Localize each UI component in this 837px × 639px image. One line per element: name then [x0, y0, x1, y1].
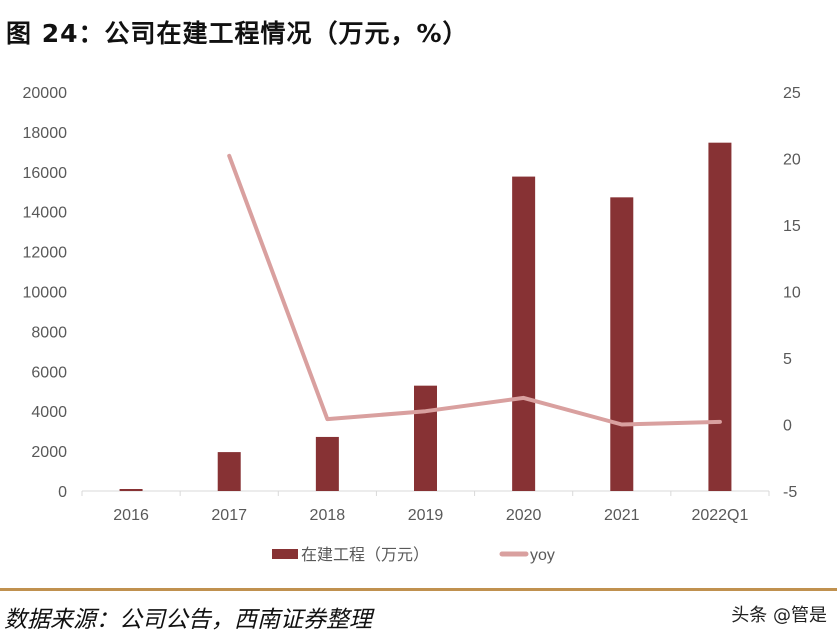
right-tick-label: 5 — [783, 351, 792, 368]
bar-2022Q1 — [708, 142, 732, 491]
right-tick-label: 15 — [783, 218, 801, 235]
legend-label-bar: 在建工程（万元） — [301, 546, 429, 564]
left-tick-label: 20000 — [23, 85, 68, 102]
left-tick-label: 14000 — [23, 205, 68, 222]
bar-2019 — [414, 385, 437, 491]
x-tick-label: 2020 — [506, 507, 542, 524]
chart: 0 2000 4000 6000 8000 10000 12000 14000 16000 180… — [23, 85, 801, 564]
legend-swatch-bar — [272, 549, 298, 559]
bar-2021 — [610, 197, 634, 491]
bottom-rule — [0, 588, 837, 591]
x-tick-label: 2016 — [113, 507, 149, 524]
figure-title: 图 24：公司在建工程情况（万元，%） — [6, 19, 469, 48]
legend-label-line: yoy — [530, 547, 555, 564]
left-tick-label: 8000 — [31, 324, 67, 341]
watermark: 头条 @管是 — [731, 605, 827, 626]
x-tick-label: 2017 — [211, 507, 247, 524]
left-tick-label: 4000 — [31, 404, 67, 421]
bar-2017 — [217, 452, 241, 491]
bar-2016 — [119, 489, 143, 491]
x-tick-label: 2022Q1 — [691, 507, 748, 524]
left-tick-label: 18000 — [23, 125, 68, 142]
right-tick-label: 25 — [783, 85, 801, 102]
x-tick-label: 2018 — [310, 507, 346, 524]
left-tick-label: 6000 — [31, 364, 67, 381]
left-tick-label: 12000 — [23, 245, 68, 262]
bar-2018 — [315, 436, 339, 491]
x-tick-label: 2021 — [604, 507, 640, 524]
bar-2020 — [512, 176, 536, 491]
left-tick-label: 2000 — [31, 444, 67, 461]
source-note: 数据来源：公司公告，西南证券整理 — [4, 607, 372, 633]
right-tick-label: 0 — [783, 418, 792, 435]
right-tick-label: 10 — [783, 285, 801, 302]
yoy-line — [227, 153, 722, 427]
left-tick-label: 16000 — [23, 165, 68, 182]
right-tick-label: 20 — [783, 152, 801, 169]
left-tick-label: 0 — [58, 484, 67, 501]
left-tick-label: 10000 — [23, 285, 68, 302]
x-tick-label: 2019 — [408, 507, 444, 524]
right-tick-label: -5 — [783, 484, 797, 501]
